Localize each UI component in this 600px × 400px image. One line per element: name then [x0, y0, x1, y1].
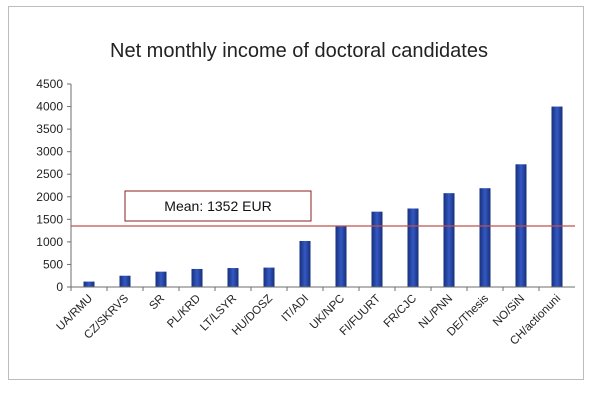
bar: [443, 193, 455, 287]
x-tick-label: FR/CJC: [382, 293, 419, 330]
x-tick-label: SR: [147, 293, 167, 313]
bar: [83, 281, 95, 287]
mean-label-box: [124, 190, 312, 222]
y-tick-label: 500: [43, 257, 63, 271]
x-tick-label: IT/ADI: [280, 293, 312, 325]
y-tick-label: 0: [56, 280, 63, 294]
bar: [371, 211, 383, 287]
bar: [191, 268, 203, 287]
bar: [155, 271, 167, 287]
chart-title: Net monthly income of doctoral candidate…: [110, 40, 488, 62]
bars: [83, 106, 563, 287]
bar: [551, 106, 563, 287]
bar-chart: Net monthly income of doctoral candidate…: [36, 40, 575, 348]
y-tick-label: 2000: [36, 190, 63, 204]
bar: [407, 208, 419, 287]
mean-annotation: Mean: 1352 EUR: [71, 190, 575, 227]
y-tick-label: 2500: [36, 167, 63, 181]
y-tick-label: 4500: [36, 77, 63, 91]
bar: [227, 268, 239, 287]
bar: [335, 226, 347, 287]
bar: [119, 275, 131, 287]
y-tick-label: 1500: [36, 212, 63, 226]
y-tick-label: 3000: [36, 145, 63, 159]
y-axis: 0 500 1000 1500 2000 2500 3000 3500 4000 4500: [36, 77, 72, 294]
mean-label: Mean: 1352 EUR: [164, 198, 271, 214]
y-tick-label: 4000: [36, 100, 63, 114]
chart-frame: Net monthly income of doctoral candidate…: [8, 6, 584, 380]
bar: [479, 188, 491, 287]
y-tick-label: 3500: [36, 122, 63, 136]
bar: [263, 267, 275, 287]
y-tick-label: 1000: [36, 235, 63, 249]
x-tick-label: NO/SiN: [491, 293, 527, 329]
bar: [299, 240, 311, 287]
